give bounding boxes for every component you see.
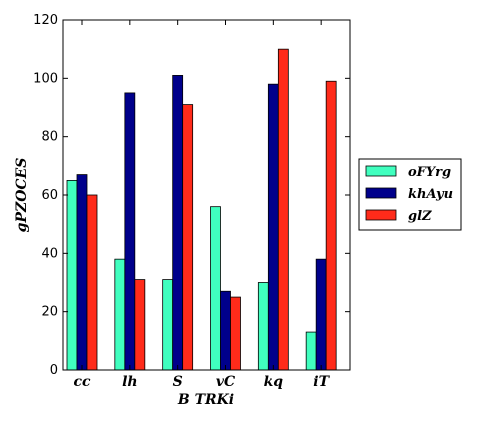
legend-swatch-khAyu [365,187,397,199]
bar-khAyu-cc [76,174,88,371]
x-tick-label: iT [313,374,330,390]
y-axis-label: gPZOCES [14,158,30,233]
legend-swatch-oFYrg [365,165,397,177]
x-tick-label: lh [122,374,138,390]
y-tick-label: 100 [33,71,58,86]
legend-swatch-glZ [365,209,397,221]
x-tick-label: vC [216,374,235,390]
legend-label-oFYrg: oFYrg [408,165,451,180]
legend-label-khAyu: khAyu [408,187,453,202]
y-tick-label: 40 [41,246,58,261]
bar-khAyu-vC [220,290,231,371]
bar-glZ-S [182,104,194,371]
bar-glZ-vC [230,296,241,371]
x-axis-label: B TRKi [177,392,234,408]
y-tick-label: 120 [33,13,58,28]
bar-oFYrg-lh [114,258,126,371]
plot-area [63,20,350,370]
y-tick-label: 20 [41,305,58,320]
x-tick-label: kq [264,374,284,390]
x-tick-label: S [173,374,183,390]
bar-oFYrg-kq [257,282,269,371]
bar-oFYrg-S [162,279,174,371]
bar-khAyu-iT [315,258,327,371]
y-tick-label: 0 [50,363,58,378]
bar-oFYrg-vC [210,206,221,371]
bars-layer [66,48,337,371]
plot-frame [62,19,351,371]
bar-khAyu-lh [124,92,136,371]
legend-label-glZ: glZ [408,209,432,224]
bar-khAyu-S [172,75,184,371]
x-tick-label: cc [73,374,91,390]
bar-glZ-lh [134,279,146,371]
y-tick-label: 80 [41,130,58,145]
bar-oFYrg-cc [66,180,78,371]
legend: oFYrg khAyu glZ [358,158,462,231]
bar-glZ-iT [325,80,337,371]
y-tick-label: 60 [41,188,58,203]
bar-oFYrg-iT [305,331,317,371]
bar-glZ-cc [86,194,98,371]
bar-glZ-kq [277,48,289,371]
bar-khAyu-kq [267,83,279,371]
